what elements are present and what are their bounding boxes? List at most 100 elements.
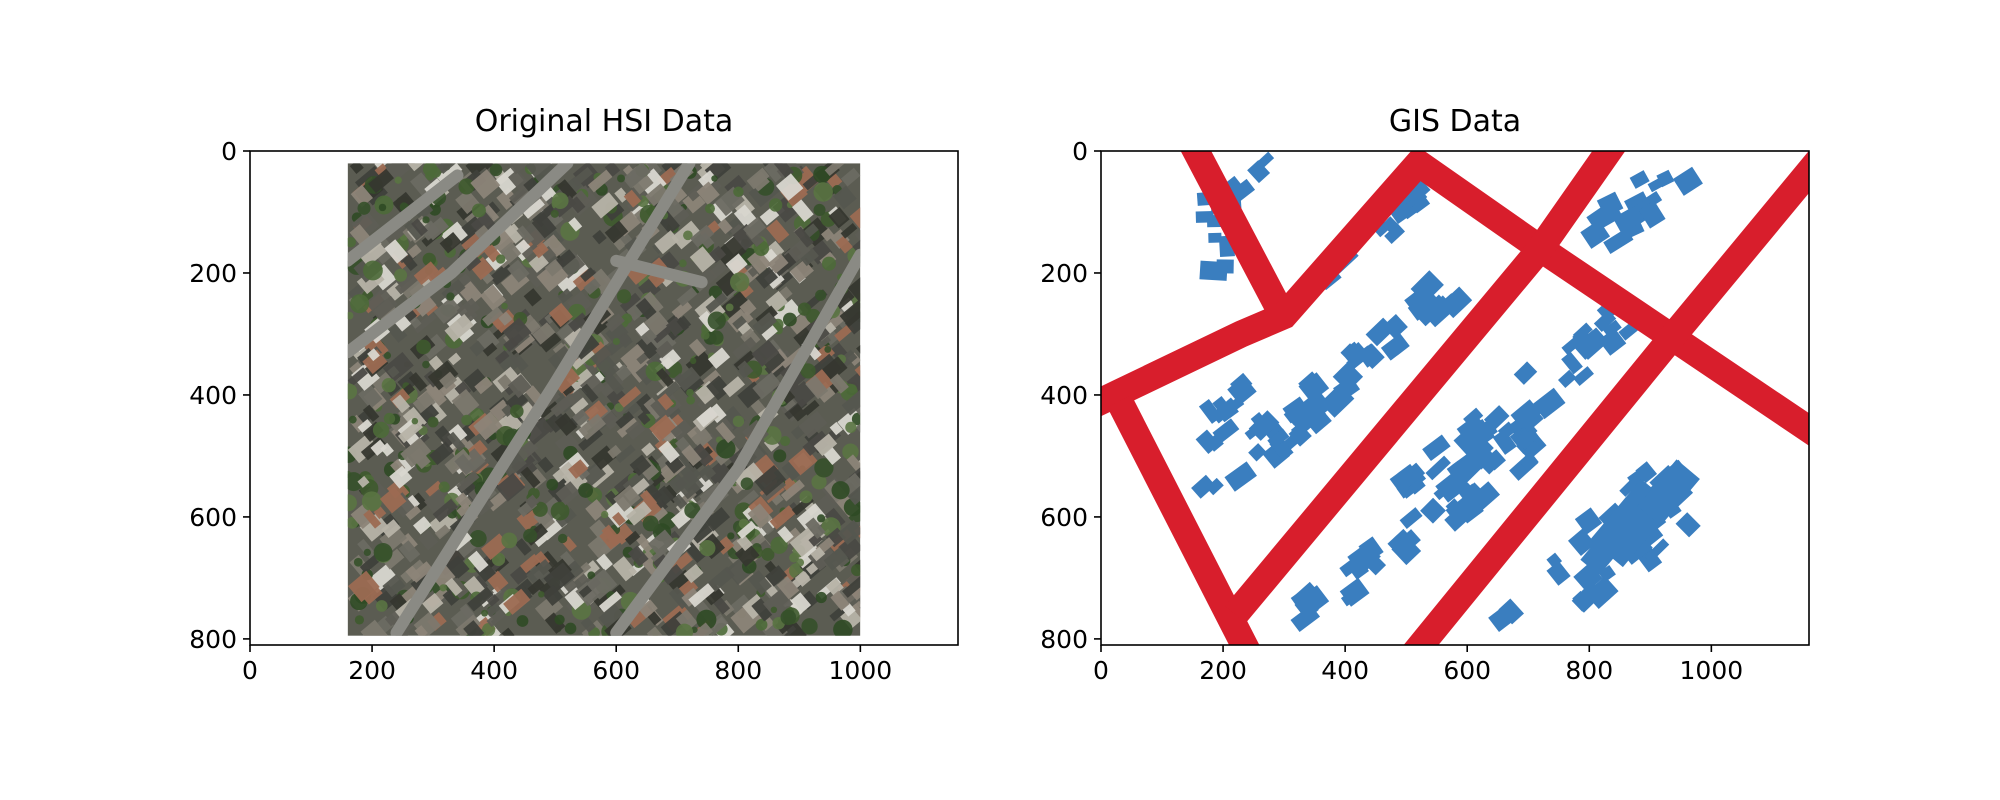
building: [1223, 396, 1245, 415]
building: [1546, 552, 1563, 569]
building: [1598, 327, 1627, 356]
building: [1244, 424, 1262, 440]
building: [1515, 427, 1539, 451]
x-tick-label: 600: [1443, 656, 1491, 685]
building: [1463, 407, 1484, 428]
x-tick-label: 400: [470, 656, 518, 685]
building: [1399, 507, 1423, 529]
building: [1420, 497, 1446, 524]
gis-map: [1101, 151, 1809, 645]
building: [1290, 420, 1309, 438]
building: [1212, 418, 1240, 444]
building: [1191, 474, 1216, 499]
building: [1513, 361, 1538, 385]
x-tick-label: 1000: [1680, 656, 1744, 685]
building: [1598, 565, 1616, 583]
building: [1267, 428, 1290, 449]
building: [1355, 547, 1381, 574]
building: [1303, 405, 1332, 435]
building: [1573, 366, 1594, 387]
building: [1479, 419, 1498, 439]
y-tick-label: 0: [1072, 137, 1088, 166]
building: [1498, 422, 1516, 440]
building: [1638, 200, 1666, 229]
building: [1574, 507, 1603, 535]
building: [1206, 433, 1224, 452]
building: [1339, 558, 1360, 578]
building: [1298, 372, 1330, 403]
panel-title: GIS Data: [1389, 104, 1521, 139]
y-tick-label: 400: [1040, 381, 1088, 410]
y-tick-label: 0: [221, 137, 237, 166]
building: [1603, 228, 1634, 254]
building: [1380, 333, 1410, 361]
building: [1224, 461, 1257, 492]
axis-ticks: 0 200 400 600 800 1000 0 200 400 600 800: [1040, 137, 1743, 685]
building: [1644, 538, 1670, 563]
road: [1403, 151, 1809, 645]
building: [1463, 432, 1494, 464]
building: [1675, 512, 1701, 538]
building: [1290, 586, 1318, 613]
panel-title: Original HSI Data: [475, 104, 734, 139]
building: [1672, 166, 1703, 196]
y-tick-label: 600: [1040, 503, 1088, 532]
building: [1637, 459, 1700, 526]
building: [1381, 216, 1399, 234]
road: [1224, 151, 1626, 624]
building: [1340, 343, 1360, 363]
y-tick-label: 800: [189, 625, 237, 654]
y-tick-label: 200: [189, 259, 237, 288]
building: [1248, 443, 1267, 462]
building: [1596, 191, 1624, 218]
building: [1656, 169, 1675, 188]
y-tick-label: 600: [189, 503, 237, 532]
building: [1247, 160, 1271, 184]
y-tick-label: 800: [1040, 625, 1088, 654]
building: [1212, 396, 1229, 412]
road: [1180, 151, 1293, 319]
x-tick-label: 600: [592, 656, 640, 685]
building: [1339, 577, 1370, 607]
roads-layer: [1101, 151, 1809, 645]
building: [1230, 372, 1253, 395]
panel-original-hsi: Original HSI Data 0 200 400 600 800 1000 0 200 4…: [189, 104, 959, 685]
x-tick-label: 1000: [829, 656, 893, 685]
building: [1561, 351, 1583, 375]
y-tick-label: 200: [1040, 259, 1088, 288]
street: [390, 163, 696, 636]
x-tick-label: 400: [1321, 656, 1369, 685]
building: [1519, 452, 1539, 472]
axis-ticks: 0 200 400 600 800 1000 0 200 400 600 800: [189, 137, 892, 685]
road: [1101, 151, 1809, 446]
building: [1407, 291, 1440, 321]
building: [1612, 208, 1640, 234]
plot-frame: [249, 150, 959, 646]
building: [1425, 455, 1451, 481]
building: [1422, 295, 1456, 328]
building: [1488, 603, 1518, 632]
plot-frame: [1100, 150, 1810, 646]
building: [1208, 232, 1222, 243]
building: [1440, 293, 1462, 315]
building: [1546, 561, 1571, 586]
x-tick-label: 0: [1093, 656, 1109, 685]
building: [1395, 462, 1426, 491]
x-tick-label: 200: [1199, 656, 1247, 685]
building: [1384, 223, 1406, 244]
building: [1459, 483, 1485, 511]
y-tick-label: 400: [189, 381, 237, 410]
building: [1602, 319, 1622, 338]
building: [1568, 528, 1596, 557]
building: [1465, 417, 1489, 441]
building: [1572, 322, 1593, 342]
building: [1593, 310, 1617, 332]
building: [1410, 270, 1444, 304]
panel-gis: GIS Data 0 200 400 600 800 1000 0 200 400 600 800: [1040, 104, 1810, 685]
building: [1286, 402, 1312, 426]
x-tick-label: 0: [242, 656, 258, 685]
building: [1480, 456, 1499, 475]
x-tick-label: 200: [348, 656, 396, 685]
building: [1573, 330, 1605, 360]
